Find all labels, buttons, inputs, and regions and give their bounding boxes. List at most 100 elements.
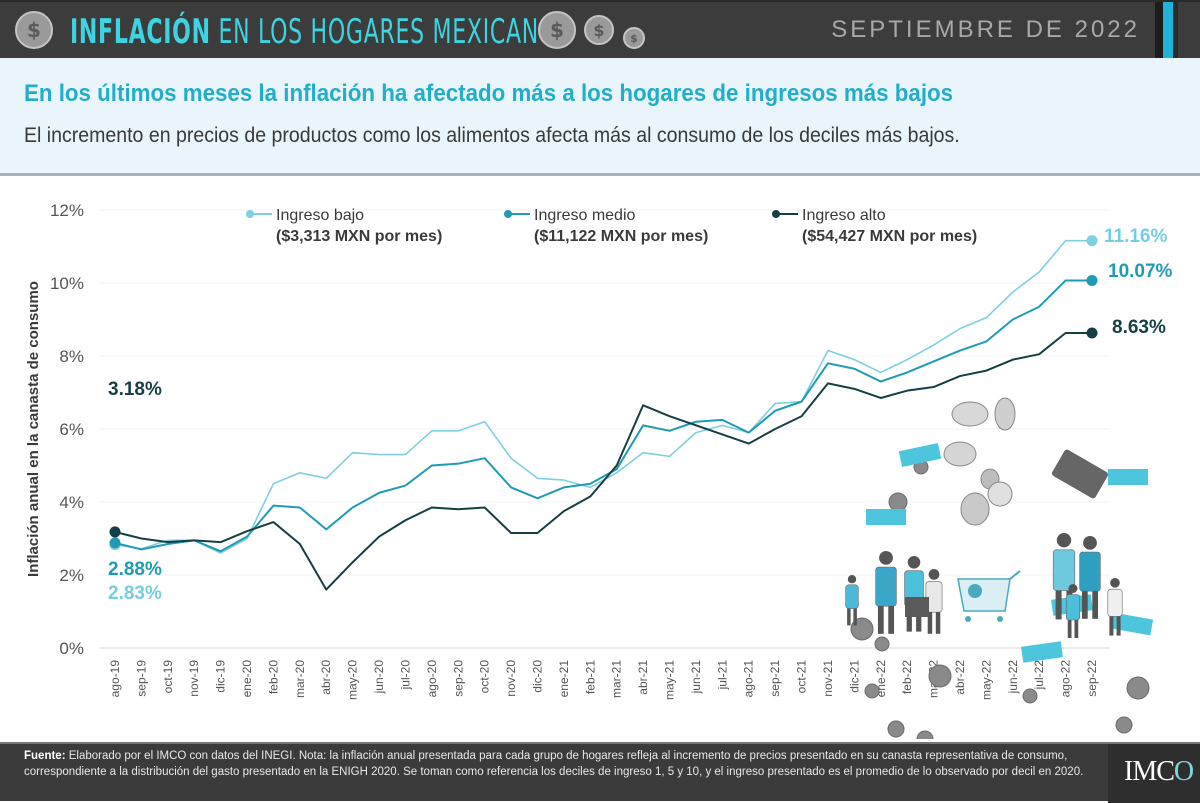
imco-logo: IMCO [1108,744,1200,803]
page-title: INFLACIÓN EN LOS HOGARES MEXICANOS [70,10,572,54]
x-tick-label: nov-19 [187,660,201,697]
x-tick-label: oct-20 [478,660,492,694]
x-tick-label: ene-20 [240,660,254,698]
legend-label-medio: Ingreso medio [534,207,635,224]
x-tick-label: dic-20 [530,660,544,693]
person-leg [877,606,884,634]
x-tick-label: sep-22 [1085,660,1099,697]
decorative-stripe [1155,2,1163,60]
person-leg [927,612,933,634]
person-leg [1067,620,1072,638]
x-tick-label: ago-19 [108,660,122,698]
decorative-stripe [1173,2,1178,60]
y-tick-label: 2% [59,566,84,585]
legend-sublabel-alto: ($54,427 MXN por mes) [802,228,977,245]
legend-sublabel-bajo: ($3,313 MXN por mes) [276,228,442,245]
child-icon [845,584,859,609]
y-axis-title: Inflación anual en la canasta de consumo [25,281,42,577]
x-tick-label: mar-20 [293,660,307,698]
end-value-label-alto: 8.63% [1112,317,1166,338]
banknote-icon [1110,612,1154,636]
milk-carton-icon [994,397,1016,431]
shopping-families-illustration [840,397,1154,770]
fish-icon [943,441,977,467]
person-leg [916,606,922,632]
dollar-coin-icon: $ [584,15,614,45]
teen-icon [925,581,943,613]
source-note: Fuente: Elaborado por el IMCO con datos … [24,748,1094,780]
cart-wheel [997,616,1003,622]
girl-icon [1065,594,1081,621]
person-head [907,556,921,569]
woman-icon [1079,551,1101,592]
legend: Ingreso bajo ($3,313 MXN por mes) Ingreso … [246,207,977,245]
banknote-icon [866,509,906,525]
dollar-coin-icon: $ [15,11,53,49]
y-tick-label: 6% [59,420,84,439]
chart-area: 0% 2% 4% 6% 8% 10% 12% ago-19 sep-19 oct-19 nov-1… [0,179,1200,770]
x-tick-label: abr-21 [636,660,650,695]
banknote-icon [1108,469,1148,485]
x-tick-label: sep-20 [451,660,465,697]
x-tick-label: dic-21 [847,660,861,693]
x-axis: ago-19 sep-19 oct-19 nov-19 dic-19 ene-20 feb-… [108,660,1099,700]
grid-lines [100,209,1110,649]
legend-label-bajo: Ingreso bajo [276,207,364,224]
source-text: Elaborado por el IMCO con datos del INEG… [24,750,1084,778]
legend-marker-alto [772,210,780,218]
dollar-coin-icon [1126,676,1150,700]
series-line-bajo [114,239,1092,554]
series-line-alto [114,332,1092,591]
x-tick-label: jul-21 [715,660,729,691]
person-leg [906,606,912,632]
x-tick-label: jul-22 [1032,660,1046,691]
start-value-label-alto: 3.18% [108,379,162,400]
man-icon [1052,549,1076,591]
x-tick-label: ago-22 [1059,660,1073,698]
girl-icon [1107,588,1123,617]
person-head [1056,533,1072,548]
x-tick-label: ene-21 [557,660,571,698]
cheese-wedge-icon [987,481,1013,507]
dollar-coin-icon [887,720,905,738]
x-tick-label: abr-22 [953,660,967,695]
person-leg [1116,616,1121,636]
x-tick-label: may-22 [979,660,993,700]
x-tick-label: nov-20 [504,660,518,697]
y-tick-label: 12% [50,201,84,220]
x-tick-label: dic-19 [214,660,228,693]
start-value-label-bajo: 2.83% [108,583,162,604]
person-leg [1109,616,1114,636]
series-lines [109,235,1098,591]
x-tick-label: may-20 [346,660,360,700]
person-head [928,569,940,580]
title-bar: $ INFLACIÓN EN LOS HOGARES MEXICANOS $ $… [0,0,1200,60]
line-chart: 0% 2% 4% 6% 8% 10% 12% ago-19 sep-19 oct-19 nov-1… [25,201,1173,770]
person-leg [935,612,941,634]
legend-marker-medio [504,210,512,218]
person-leg [888,606,895,634]
x-tick-label: jun-21 [689,660,703,695]
person-leg [853,608,857,626]
end-value-label-medio: 10.07% [1108,261,1173,282]
x-tick-label: nov-21 [821,660,835,697]
person-leg [1081,591,1088,619]
x-tick-label: oct-19 [161,660,175,694]
page-title-rest: EN LOS HOGARES MEXICANOS [218,12,572,52]
end-value-label-bajo: 11.16% [1104,226,1167,247]
report-date: SEPTIEMBRE DE 2022 [831,16,1140,43]
legend-sublabel-medio: ($11,122 MXN por mes) [534,228,708,245]
person-leg [1092,591,1099,619]
y-tick-label: 10% [50,274,84,293]
data-labels: 2.83% 11.16% 2.88% 10.07% 3.18% 8.63% [108,226,1173,604]
y-axis: 0% 2% 4% 6% 8% 10% 12% [50,201,84,658]
x-tick-label: oct-21 [795,660,809,694]
cart-item [968,584,982,598]
start-point-alto [109,526,121,538]
cart-wheel [965,616,971,622]
page-title-bold: INFLACIÓN [70,12,211,52]
legend-marker-bajo [246,210,254,218]
shopping-bag-icon [905,597,929,617]
banknote-icon [898,443,942,467]
dollar-coin-icon [928,664,952,688]
